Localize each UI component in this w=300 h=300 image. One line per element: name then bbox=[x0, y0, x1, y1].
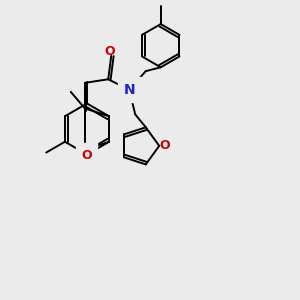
Text: N: N bbox=[123, 83, 135, 97]
Text: O: O bbox=[104, 45, 115, 58]
Text: O: O bbox=[81, 148, 92, 161]
Text: O: O bbox=[159, 140, 170, 152]
